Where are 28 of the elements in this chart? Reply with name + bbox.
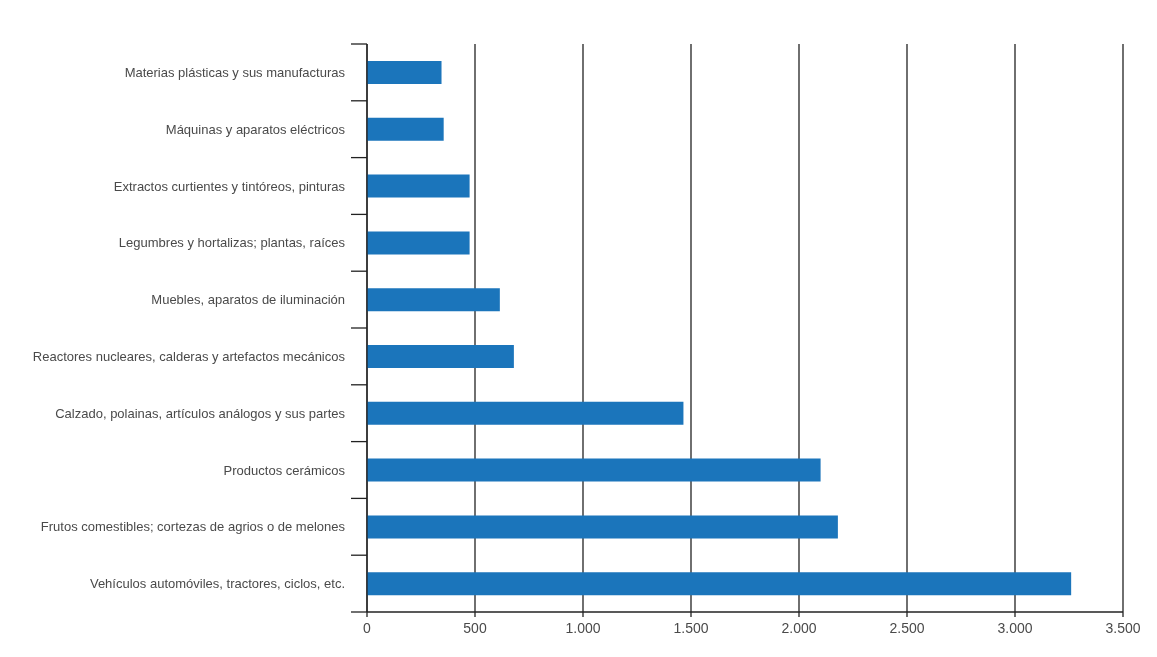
bar	[367, 174, 470, 198]
bar	[367, 458, 821, 482]
bar	[367, 61, 442, 84]
y-tick-label: Calzado, polainas, artículos análogos y sus partes	[55, 405, 346, 421]
y-tick-label: Extractos curtientes y tintóreos, pinturas	[113, 178, 346, 194]
x-tick-label: 500	[463, 619, 487, 636]
x-tick-label: 1.000	[565, 619, 601, 636]
bar	[367, 572, 1072, 596]
x-tick-label: 2.000	[781, 619, 817, 636]
bar	[367, 515, 838, 539]
y-tick-label: Legumbres y hortalizas; plantas, raíces	[118, 235, 346, 251]
x-tick-label: 3.500	[1105, 619, 1141, 636]
y-tick-label: Materias plásticas y sus manufacturas	[124, 64, 346, 80]
bar	[367, 345, 514, 368]
bar	[367, 117, 444, 141]
x-tick-label: 2.500	[889, 619, 925, 636]
y-tick-label: Muebles, aparatos de iluminación	[151, 292, 345, 308]
bar	[367, 401, 684, 425]
bar	[367, 231, 470, 255]
y-tick-label: Máquinas y aparatos eléctricos	[165, 121, 346, 137]
x-tick-label: 1.500	[673, 619, 709, 636]
y-tick-label: Productos cerámicos	[223, 462, 346, 478]
x-tick-label: 3.000	[997, 619, 1033, 636]
y-tick-label: Reactores nucleares, calderas y artefactos mecánicos	[32, 348, 346, 364]
y-tick-label: Frutos comestibles; cortezas de agrios o de melones	[40, 519, 346, 535]
y-tick-label: Vehículos automóviles, tractores, ciclos, etc.	[89, 576, 345, 592]
x-tick-label: 0	[363, 619, 372, 636]
bar	[367, 288, 500, 312]
